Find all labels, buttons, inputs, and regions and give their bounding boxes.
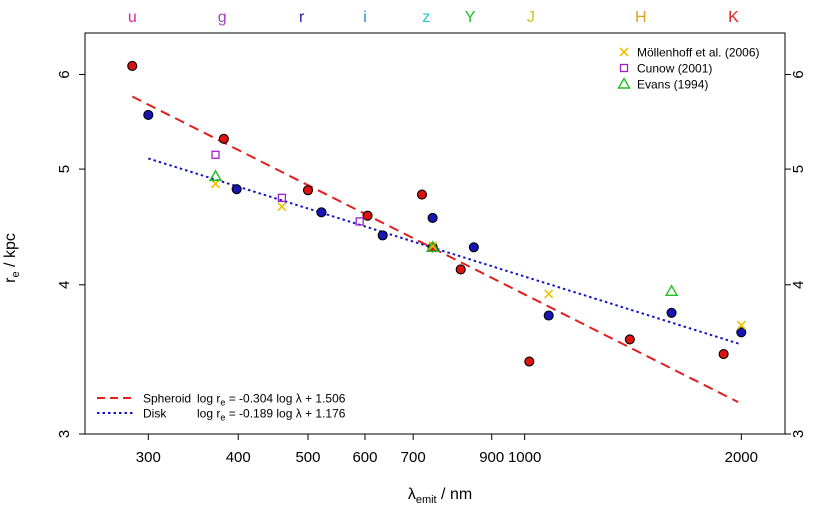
evans-1994-point bbox=[664, 284, 679, 297]
legend-marker bbox=[619, 63, 629, 73]
band-label-i: i bbox=[363, 9, 367, 26]
m-llenhoff-et-al-2006-point bbox=[428, 241, 438, 251]
disk-fit-line bbox=[148, 157, 742, 346]
spheroid-point bbox=[455, 264, 466, 275]
y-tick-label-left: 4 bbox=[56, 281, 73, 289]
plot-frame bbox=[84, 32, 786, 435]
cunow-2001-point bbox=[277, 193, 287, 203]
disk-point bbox=[143, 109, 154, 120]
band-label-u: u bbox=[128, 9, 137, 26]
spheroid-point bbox=[416, 189, 428, 200]
spheroid-point bbox=[218, 133, 229, 144]
legend-marker bbox=[617, 77, 631, 89]
y-axis-title: re / kpc bbox=[1, 233, 23, 283]
legend-name: Disk bbox=[143, 407, 167, 421]
band-label-H: H bbox=[635, 9, 647, 26]
spheroid-point bbox=[302, 185, 314, 196]
x-tick-label: 700 bbox=[401, 449, 426, 466]
x-tick-label: 400 bbox=[226, 449, 251, 466]
axes: 300 400 500 600 700 900 1000 2000 3 3 4 4 5 5 6 6 bbox=[56, 70, 807, 466]
spheroid-point bbox=[718, 349, 729, 360]
disk-point bbox=[736, 327, 747, 338]
disk-point bbox=[377, 230, 388, 241]
x-tick-label: 2000 bbox=[725, 449, 758, 466]
disk-point bbox=[427, 212, 438, 224]
y-tick-label-right: 6 bbox=[790, 70, 807, 78]
legend-label: Evans (1994) bbox=[637, 78, 708, 92]
data-points bbox=[127, 60, 747, 367]
spheroid-point bbox=[127, 60, 138, 71]
m-llenhoff-et-al-2006-point bbox=[544, 289, 554, 299]
y-tick-label-right: 3 bbox=[790, 430, 807, 438]
spheroid-point bbox=[524, 356, 535, 367]
m-llenhoff-et-al-2006-point bbox=[210, 179, 221, 189]
disk-point bbox=[468, 242, 479, 253]
cunow-2001-point bbox=[355, 217, 364, 226]
legend-label: Cunow (2001) bbox=[637, 62, 712, 76]
x-tick-label: 600 bbox=[352, 449, 377, 466]
y-tick-label-right: 5 bbox=[790, 165, 807, 173]
evans-1994-point bbox=[425, 240, 440, 252]
y-tick-label-left: 6 bbox=[56, 70, 73, 78]
spheroid-point bbox=[624, 334, 635, 345]
spheroid-point bbox=[362, 210, 373, 221]
x-axis-title: λemit / nm bbox=[407, 486, 473, 507]
y-tick-label-left: 3 bbox=[56, 430, 73, 438]
band-label-J: J bbox=[527, 9, 535, 26]
disk-point bbox=[316, 207, 327, 218]
band-label-Y: Y bbox=[465, 9, 476, 26]
band-label-r: r bbox=[299, 9, 305, 26]
x-tick-label: 900 bbox=[479, 449, 504, 466]
x-tick-label: 300 bbox=[136, 449, 161, 466]
m-llenhoff-et-al-2006-point bbox=[736, 320, 746, 330]
band-label-K: K bbox=[728, 9, 739, 26]
y-tick-label-left: 5 bbox=[56, 165, 73, 173]
disk-point bbox=[666, 307, 677, 318]
legend-marker bbox=[619, 47, 629, 57]
legend-formula: log re = -0.304 log λ + 1.506 bbox=[197, 392, 346, 408]
y-tick-label-right: 4 bbox=[790, 281, 807, 289]
x-tick-label: 1000 bbox=[508, 449, 541, 466]
legend-formula: log re = -0.189 log λ + 1.176 bbox=[197, 407, 346, 423]
legend-top-right: Möllenhoff et al. (2006) Cunow (2001) Evan… bbox=[617, 46, 760, 92]
band-label-g: g bbox=[218, 9, 227, 26]
disk-point bbox=[543, 310, 554, 321]
m-llenhoff-et-al-2006-point bbox=[277, 202, 287, 212]
cunow-2001-point bbox=[211, 150, 220, 159]
legend-name: Spheroid bbox=[143, 392, 191, 406]
disk-point bbox=[231, 184, 242, 195]
evans-1994-point bbox=[208, 169, 223, 182]
band-label-z: z bbox=[422, 9, 430, 26]
x-tick-label: 500 bbox=[295, 449, 320, 466]
legend-label: Möllenhoff et al. (2006) bbox=[637, 46, 760, 60]
legend-bottom-left: Spheroid log re = -0.304 log λ + 1.506 Dis… bbox=[97, 392, 346, 423]
